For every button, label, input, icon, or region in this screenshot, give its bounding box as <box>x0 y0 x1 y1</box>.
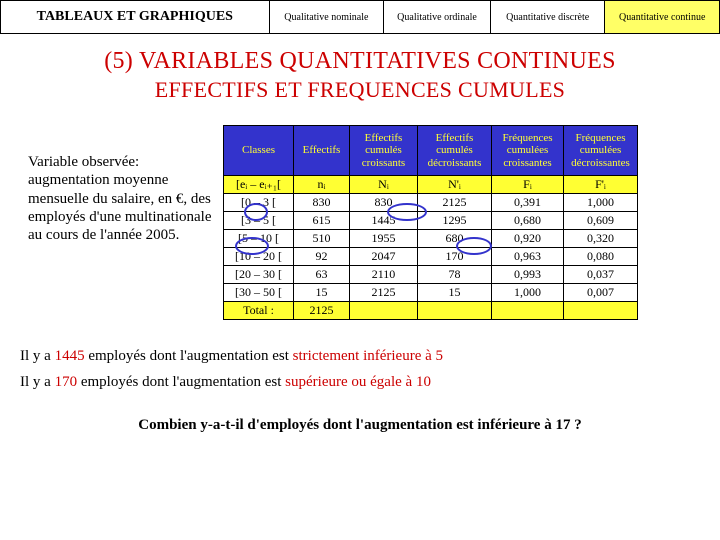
text-highlight: strictement inférieure à 5 <box>293 348 443 364</box>
title-line2: EFFECTIFS ET FREQUENCES CUMULES <box>0 77 720 103</box>
cell: 2110 <box>350 266 418 284</box>
cell: 1955 <box>350 230 418 248</box>
text: employés dont l'augmentation est <box>77 374 285 390</box>
text-highlight: 170 <box>55 374 78 390</box>
cell: 15 <box>294 284 350 302</box>
cell-empty <box>564 302 638 320</box>
statement-2: Il y a 170 employés dont l'augmentation … <box>20 370 720 396</box>
tab-nominale[interactable]: Qualitative nominale <box>270 0 385 34</box>
cell: 0,609 <box>564 212 638 230</box>
content-row: Variable observée: augmentation moyenne … <box>0 125 720 320</box>
variable-description: Variable observée: augmentation moyenne … <box>28 125 223 320</box>
cell: 830 <box>350 194 418 212</box>
cell: [30 – 50 [ <box>224 284 294 302</box>
text: Il y a <box>20 348 55 364</box>
question: Combien y-a-t-il d'employés dont l'augme… <box>0 417 720 434</box>
cell: [5 – 10 [ <box>224 230 294 248</box>
text: Il y a <box>20 374 55 390</box>
cell: 680 <box>418 230 492 248</box>
text: employés dont l'augmentation est <box>85 348 293 364</box>
tab-ordinale[interactable]: Qualitative ordinale <box>384 0 491 34</box>
cell: 0,993 <box>492 266 564 284</box>
table-row: [0 – 3 [ 830 830 2125 0,391 1,000 <box>224 194 638 212</box>
statement-1: Il y a 1445 employés dont l'augmentation… <box>20 344 720 370</box>
cell: 830 <box>294 194 350 212</box>
cell-empty <box>418 302 492 320</box>
cell: [20 – 30 [ <box>224 266 294 284</box>
statements: Il y a 1445 employés dont l'augmentation… <box>0 344 720 395</box>
cell-total-n: 2125 <box>294 302 350 320</box>
cell: 2047 <box>350 248 418 266</box>
th-effectifs: Effectifs <box>294 126 350 176</box>
cell: 1,000 <box>492 284 564 302</box>
cell: 0,920 <box>492 230 564 248</box>
cell: 1445 <box>350 212 418 230</box>
table-row: [30 – 50 [ 15 2125 15 1,000 0,007 <box>224 284 638 302</box>
cell: 92 <box>294 248 350 266</box>
table-row: [3 – 5 [ 615 1445 1295 0,680 0,609 <box>224 212 638 230</box>
sub-classes: [eᵢ – eᵢ₊₁[ <box>224 176 294 194</box>
text-highlight: 1445 <box>55 348 85 364</box>
cell: 63 <box>294 266 350 284</box>
cell: 0,963 <box>492 248 564 266</box>
cell: 1,000 <box>564 194 638 212</box>
cell: 1295 <box>418 212 492 230</box>
table-row: [20 – 30 [ 63 2110 78 0,993 0,037 <box>224 266 638 284</box>
cell-total-label: Total : <box>224 302 294 320</box>
table-wrap: Classes Effectifs Effectifs cumulés croi… <box>223 125 638 320</box>
tab-discrete[interactable]: Quantitative discrète <box>491 0 606 34</box>
tab-continue[interactable]: Quantitative continue <box>605 0 720 34</box>
cell: 0,037 <box>564 266 638 284</box>
table-row: [5 – 10 [ 510 1955 680 0,920 0,320 <box>224 230 638 248</box>
sub-effcumcr: Nᵢ <box>350 176 418 194</box>
cell: 615 <box>294 212 350 230</box>
cell: 2125 <box>418 194 492 212</box>
cell: 510 <box>294 230 350 248</box>
cell: 170 <box>418 248 492 266</box>
table-row: [10 – 20 [ 92 2047 170 0,963 0,080 <box>224 248 638 266</box>
table-subheader-row: [eᵢ – eᵢ₊₁[ nᵢ Nᵢ N'ᵢ Fᵢ F'ᵢ <box>224 176 638 194</box>
cell: [10 – 20 [ <box>224 248 294 266</box>
th-classes: Classes <box>224 126 294 176</box>
th-effcumdec: Effectifs cumulés décroissants <box>418 126 492 176</box>
frequency-table: Classes Effectifs Effectifs cumulés croi… <box>223 125 638 320</box>
cell: [3 – 5 [ <box>224 212 294 230</box>
th-freqcumdec: Fréquences cumulées décroissantes <box>564 126 638 176</box>
top-tabs: TABLEAUX ET GRAPHIQUES Qualitative nomin… <box>0 0 720 34</box>
cell: 2125 <box>350 284 418 302</box>
cell-empty <box>492 302 564 320</box>
cell: [0 – 3 [ <box>224 194 294 212</box>
table-total-row: Total : 2125 <box>224 302 638 320</box>
sub-effectifs: nᵢ <box>294 176 350 194</box>
title-line1: (5) VARIABLES QUANTITATIVES CONTINUES <box>0 48 720 75</box>
cell: 15 <box>418 284 492 302</box>
cell: 0,080 <box>564 248 638 266</box>
cell-empty <box>350 302 418 320</box>
tab-main[interactable]: TABLEAUX ET GRAPHIQUES <box>0 0 270 34</box>
cell: 78 <box>418 266 492 284</box>
sub-freqcumdec: F'ᵢ <box>564 176 638 194</box>
table-header-row: Classes Effectifs Effectifs cumulés croi… <box>224 126 638 176</box>
cell: 0,007 <box>564 284 638 302</box>
cell: 0,391 <box>492 194 564 212</box>
th-effcumcr: Effectifs cumulés croissants <box>350 126 418 176</box>
sub-freqcumcr: Fᵢ <box>492 176 564 194</box>
sub-effcumdec: N'ᵢ <box>418 176 492 194</box>
cell: 0,320 <box>564 230 638 248</box>
cell: 0,680 <box>492 212 564 230</box>
th-freqcumcr: Fréquences cumulées croissantes <box>492 126 564 176</box>
text-highlight: supérieure ou égale à 10 <box>285 374 431 390</box>
